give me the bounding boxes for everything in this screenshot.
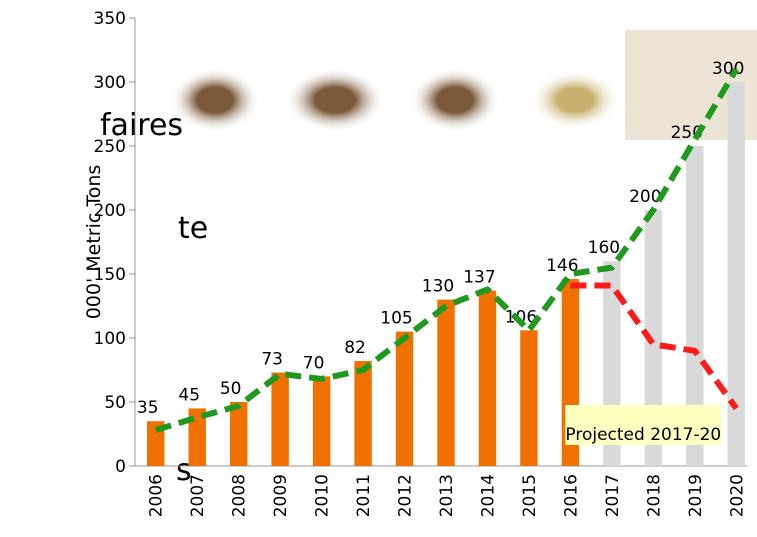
x-tick-label: 2011 [354,474,374,517]
data-label: 35 [137,398,159,418]
data-label: 105 [380,309,412,329]
data-label: 160 [588,238,620,258]
y-tick-label: 150 [94,265,126,285]
y-tick-label: 0 [115,457,126,477]
x-tick-label: 2017 [603,474,623,517]
chart: faires te s 000' Metric Tons 05010015020… [0,0,757,537]
cashew-image [170,68,260,132]
x-tick-label: 2013 [437,474,457,517]
x-tick-label: 2008 [230,474,250,517]
cashew-image [530,70,620,130]
data-label: 73 [261,350,283,370]
data-label: 300 [712,59,744,79]
cashew-image [285,68,385,132]
data-label: 50 [220,379,242,399]
bar [271,373,288,466]
bar [396,332,413,466]
y-axis-label: 000' Metric Tons [83,165,105,320]
annotation: Projected 2017-20 [565,425,721,445]
x-tick-label: 2006 [147,474,167,517]
data-label: 200 [629,187,661,207]
x-tick-label: 2014 [478,474,498,517]
x-tick-label: 2020 [727,474,747,517]
data-label: 45 [178,385,200,405]
data-label: 70 [303,353,325,373]
data-label: 137 [463,268,495,288]
y-tick-label: 350 [94,9,126,29]
page: faires te s 000' Metric Tons 05010015020… [0,0,757,537]
x-tick-label: 2019 [686,474,706,517]
bar [520,330,537,466]
x-tick-label: 2009 [271,474,291,517]
cashew-image [410,68,500,132]
x-tick-label: 2010 [313,474,333,517]
x-tick-label: 2018 [644,474,664,517]
x-tick-label: 2015 [520,474,540,517]
x-tick-label: 2012 [396,474,416,517]
bar [354,361,371,466]
data-label: 82 [344,338,366,358]
bar [313,376,330,466]
data-label: 130 [422,277,454,297]
bar [230,402,247,466]
bar [437,300,454,466]
y-tick-label: 50 [104,393,126,413]
y-tick-label: 200 [94,201,126,221]
bar [479,291,496,466]
y-tick-label: 100 [94,329,126,349]
x-tick-label: 2007 [188,474,208,517]
background-text: te [178,211,208,246]
y-tick-label: 300 [94,73,126,93]
x-tick-label: 2016 [561,474,581,517]
y-tick-label: 250 [94,137,126,157]
